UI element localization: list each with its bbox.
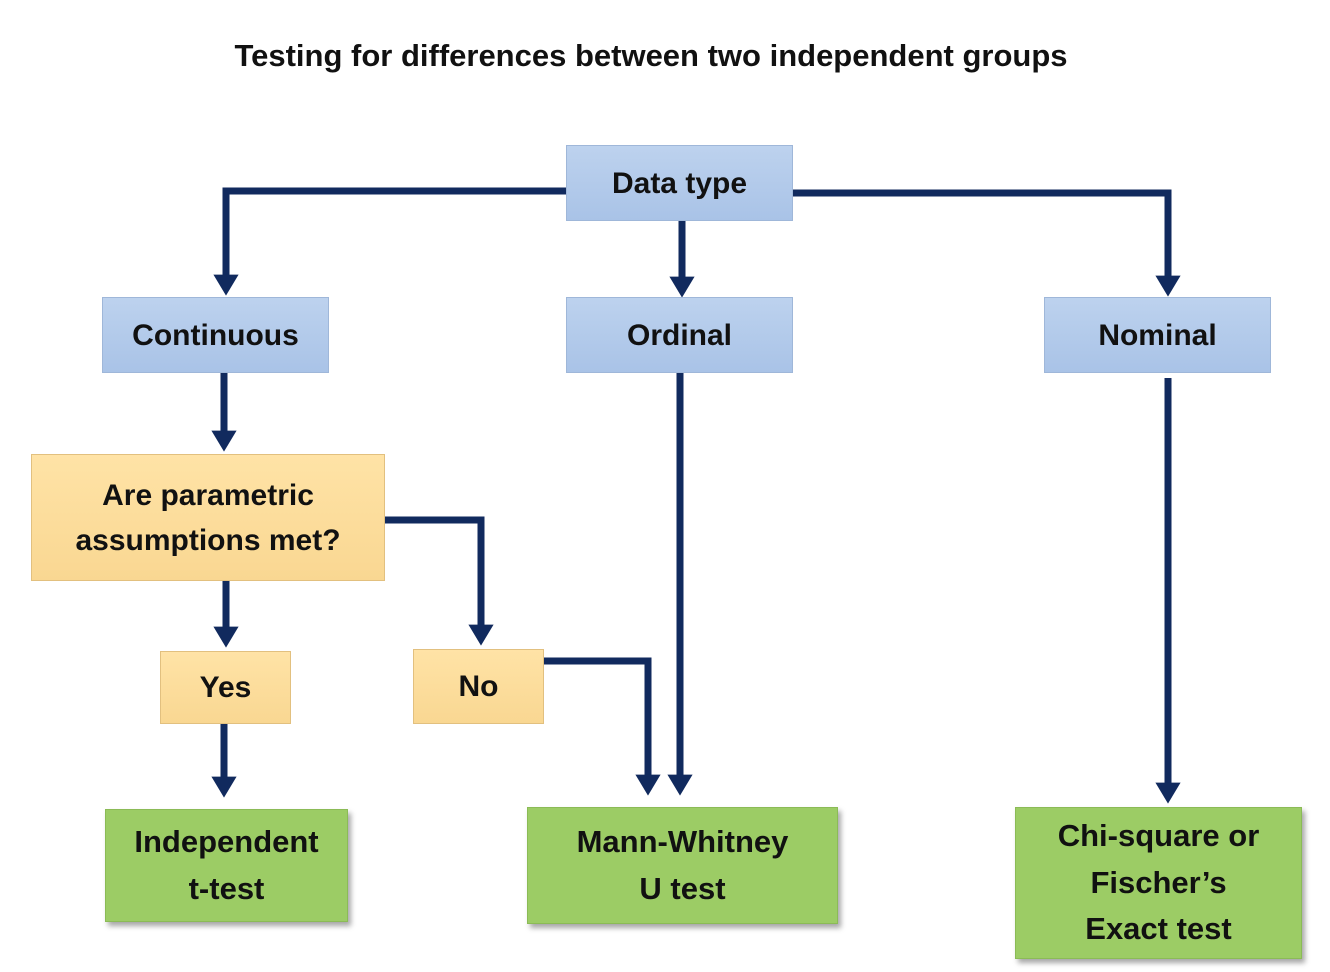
chi-square-label: Chi-square or Fischer’s Exact test (1057, 818, 1260, 947)
nominal-label: Nominal (1098, 318, 1217, 352)
no-node: No (413, 649, 544, 724)
data-type-label: Data type (611, 166, 748, 200)
connector-datatype-nominal (792, 189, 1181, 297)
data-type-node: Data type (566, 145, 793, 221)
chi-square-result-node: Chi-square or Fischer’s Exact test (1015, 807, 1302, 959)
parametric-question-node: Are parametric assumptions met? (31, 454, 385, 581)
diagram-title: Testing for differences between two inde… (234, 38, 1068, 73)
nominal-node: Nominal (1044, 297, 1271, 373)
mann-whitney-label: Mann-Whitney U test (576, 824, 789, 906)
connector-datatype-continuous (213, 187, 568, 296)
yes-node: Yes (160, 651, 291, 724)
continuous-node: Continuous (102, 297, 329, 373)
ordinal-label: Ordinal (626, 318, 732, 352)
t-test-result-node: Independent t-test (105, 809, 348, 922)
connector-question-no (385, 516, 494, 646)
mann-whitney-result-node: Mann-Whitney U test (527, 807, 838, 924)
ordinal-node: Ordinal (566, 297, 793, 373)
no-label: No (458, 670, 499, 703)
continuous-label: Continuous (132, 318, 299, 352)
t-test-label: Independent t-test (134, 824, 319, 906)
connector-no-mannwhitney (543, 657, 661, 796)
parametric-question-label: Are parametric assumptions met? (75, 478, 341, 557)
yes-label: Yes (199, 671, 252, 704)
